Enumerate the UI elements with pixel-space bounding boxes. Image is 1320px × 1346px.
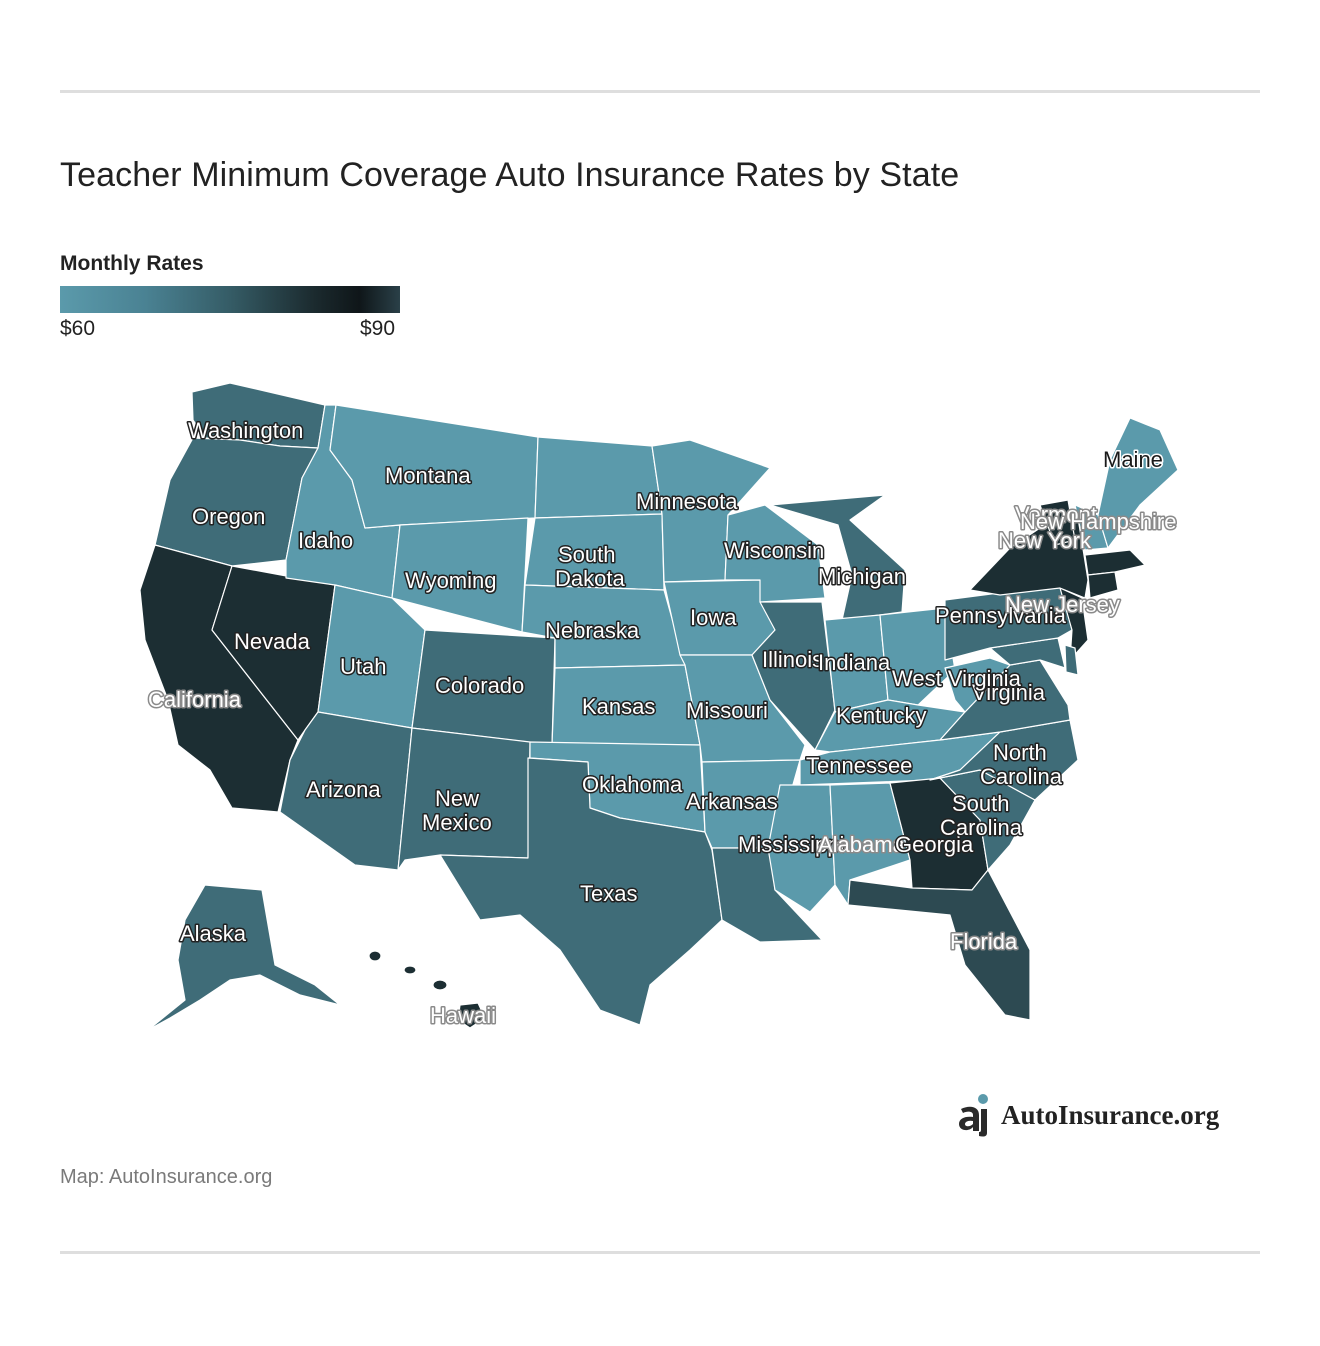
- state-vermont[interactable]: [1039, 499, 1076, 546]
- state-hawaii-island-maui: [432, 979, 448, 991]
- label-tennessee: Tennessee: [806, 753, 912, 778]
- label-georgia: Georgia: [895, 832, 974, 857]
- label-nebraska: Nebraska: [545, 618, 640, 643]
- state-connecticut[interactable]: [1087, 571, 1119, 599]
- label-michigan: Michigan: [818, 564, 906, 589]
- label-wyoming: Wyoming: [405, 568, 497, 593]
- legend-title: Monthly Rates: [60, 252, 204, 275]
- label-new-hampshire: New Hampshire: [1020, 509, 1177, 534]
- state-west-virginia[interactable]: [944, 657, 1011, 713]
- label-indiana: Indiana: [818, 650, 891, 675]
- label-nevada: Nevada: [234, 629, 311, 654]
- label-arizona: Arizona: [306, 777, 381, 802]
- label-hawaii: Hawaii: [430, 1003, 496, 1028]
- label-new-mexico-line1: New: [435, 786, 479, 811]
- label-west-virginia: West Virginia: [892, 666, 1022, 691]
- label-virginia: Virginia: [972, 680, 1046, 705]
- source-note: Map: AutoInsurance.org: [60, 1166, 273, 1188]
- state-alaska[interactable]: [147, 884, 341, 1031]
- top-divider: [60, 90, 1260, 93]
- state-texas[interactable]: [439, 757, 723, 1026]
- label-north-carolina-line2: Carolina: [980, 764, 1063, 789]
- label-alaska: Alaska: [180, 921, 247, 946]
- label-minnesota: Minnesota: [636, 489, 738, 514]
- label-florida: Florida: [950, 929, 1018, 954]
- state-illinois[interactable]: [751, 601, 836, 751]
- label-iowa: Iowa: [690, 605, 737, 630]
- label-north-carolina-line1: North: [993, 740, 1047, 765]
- label-texas: Texas: [580, 881, 637, 906]
- label-oregon: Oregon: [192, 504, 265, 529]
- label-illinois: Illinois: [762, 647, 823, 672]
- state-michigan[interactable]: [769, 494, 906, 621]
- state-ohio[interactable]: [879, 607, 956, 706]
- label-utah: Utah: [340, 654, 386, 679]
- label-wisconsin: Wisconsin: [724, 538, 824, 563]
- legend-min-label: $60: [60, 317, 96, 340]
- label-kentucky: Kentucky: [836, 703, 927, 728]
- label-washington: Washington: [188, 418, 303, 443]
- label-colorado: Colorado: [435, 673, 524, 698]
- label-oklahoma: Oklahoma: [582, 772, 683, 797]
- brand-logo: AutoInsurance.org: [955, 1093, 1219, 1137]
- state-hawaii[interactable]: [457, 1002, 486, 1029]
- label-missouri: Missouri: [686, 698, 768, 723]
- label-idaho: Idaho: [298, 528, 353, 553]
- label-south-dakota-line2: Dakota: [555, 566, 625, 591]
- state-hawaii-island-oahu: [403, 965, 417, 975]
- label-alabama: Alabama: [818, 832, 906, 857]
- label-vermont: Vermont: [1015, 502, 1097, 527]
- label-pennsylvania: Pennsylvania: [935, 603, 1067, 628]
- label-california: California: [148, 687, 242, 712]
- label-arkansas: Arkansas: [686, 789, 778, 814]
- brand-name: AutoInsurance.org: [1001, 1099, 1220, 1130]
- state-hawaii-island-kauai: [368, 950, 382, 962]
- legend-max-label: $90: [360, 317, 396, 340]
- chart-title: Teacher Minimum Coverage Auto Insurance …: [60, 156, 960, 194]
- state-florida[interactable]: [847, 869, 1031, 1021]
- legend-color-scale: [60, 286, 400, 313]
- state-wisconsin[interactable]: [724, 504, 826, 603]
- bottom-divider: [60, 1251, 1260, 1254]
- label-mississippi: Mississippi: [738, 832, 844, 857]
- state-massachusetts[interactable]: [1084, 549, 1146, 576]
- label-south-carolina-line1: South: [952, 791, 1010, 816]
- label-new-jersey: New Jersey: [1005, 592, 1120, 617]
- state-delaware[interactable]: [1064, 644, 1079, 676]
- label-maine: Maine: [1103, 447, 1163, 472]
- label-kansas: Kansas: [582, 694, 655, 719]
- label-new-mexico-line2: Mexico: [422, 810, 492, 835]
- label-montana: Montana: [385, 463, 471, 488]
- state-north-carolina[interactable]: [929, 719, 1079, 801]
- label-new-york: New York: [998, 528, 1092, 553]
- state-new-jersey[interactable]: [1059, 587, 1089, 661]
- autoinsurance-logo-icon: [959, 1094, 988, 1137]
- label-south-carolina-line2: Carolina: [940, 815, 1023, 840]
- state-maine[interactable]: [1097, 417, 1179, 549]
- label-south-dakota-line1: South: [558, 542, 616, 567]
